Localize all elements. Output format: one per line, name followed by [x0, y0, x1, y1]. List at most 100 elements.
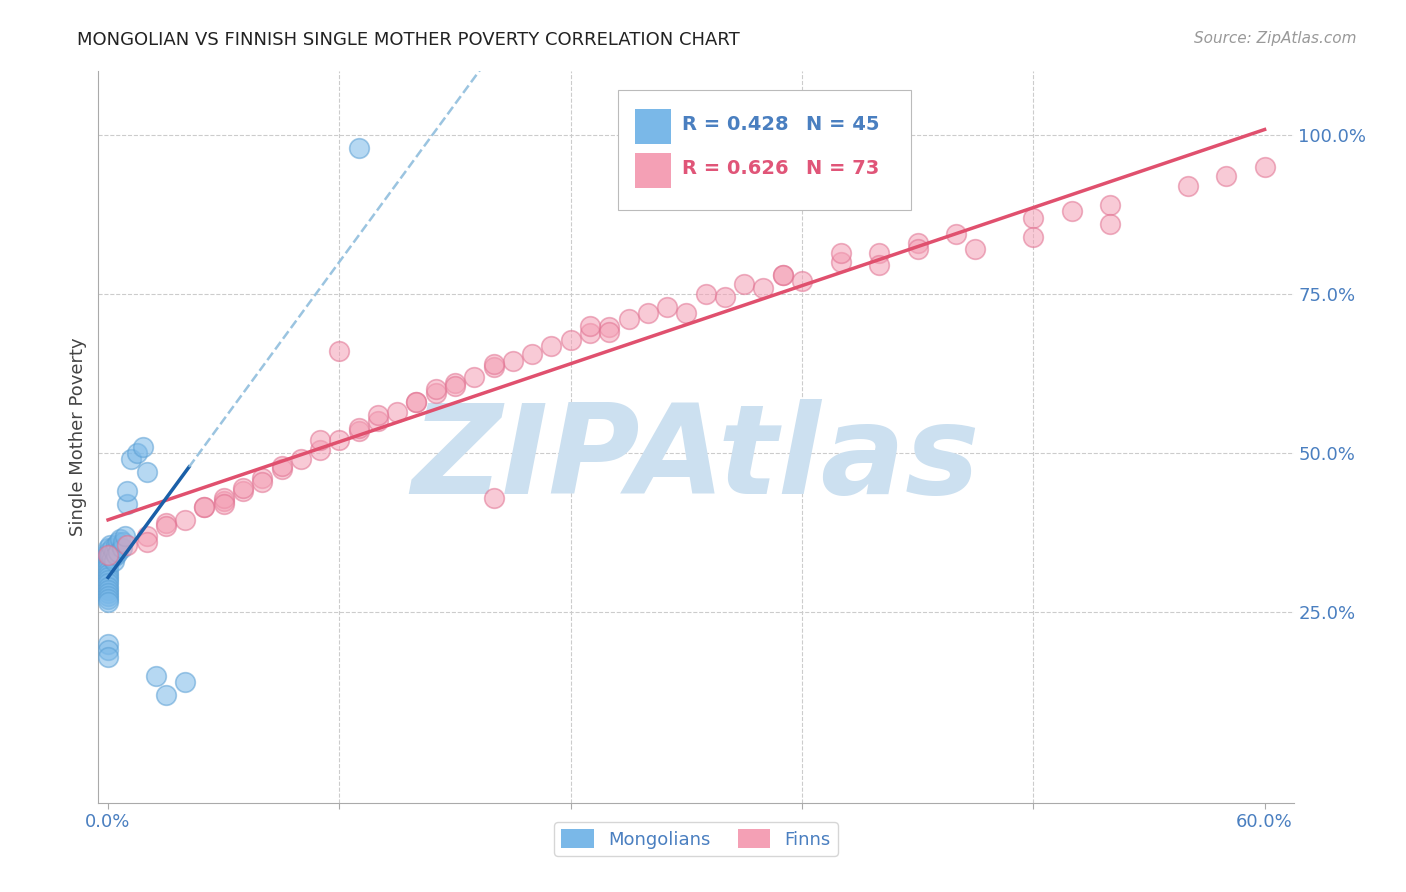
- Text: ZIPAtlas: ZIPAtlas: [412, 399, 980, 519]
- Point: [155, 688, 177, 702]
- Point: [212, 491, 235, 505]
- Point: [444, 379, 467, 393]
- Point: [1022, 229, 1045, 244]
- Point: [135, 535, 157, 549]
- Point: [733, 277, 755, 292]
- Point: [117, 497, 139, 511]
- Point: [617, 312, 640, 326]
- Point: [405, 395, 427, 409]
- Point: [290, 452, 312, 467]
- Point: [117, 538, 139, 552]
- Point: [482, 357, 505, 371]
- Point: [97, 637, 120, 651]
- Point: [1253, 160, 1275, 174]
- Point: [97, 558, 120, 572]
- Point: [502, 353, 524, 368]
- Point: [97, 570, 120, 584]
- FancyBboxPatch shape: [619, 90, 911, 211]
- Point: [97, 592, 120, 607]
- Point: [1099, 198, 1122, 212]
- Point: [1099, 217, 1122, 231]
- Point: [107, 535, 129, 549]
- Point: [598, 325, 620, 339]
- Point: [309, 434, 332, 448]
- Point: [132, 440, 155, 454]
- FancyBboxPatch shape: [636, 110, 671, 144]
- Point: [347, 424, 370, 438]
- Point: [193, 500, 215, 514]
- Point: [97, 582, 120, 597]
- Point: [98, 548, 121, 562]
- Point: [135, 529, 157, 543]
- Point: [540, 339, 562, 353]
- Point: [868, 245, 890, 260]
- Text: N = 45: N = 45: [806, 115, 879, 135]
- Point: [752, 280, 775, 294]
- Point: [425, 383, 447, 397]
- Point: [97, 560, 120, 574]
- Point: [114, 529, 136, 543]
- Point: [965, 243, 987, 257]
- Point: [328, 344, 350, 359]
- Point: [193, 500, 215, 514]
- Point: [309, 442, 332, 457]
- Point: [97, 589, 120, 603]
- Point: [598, 320, 620, 334]
- Point: [579, 318, 602, 333]
- Point: [108, 532, 131, 546]
- Point: [1022, 211, 1045, 225]
- Text: R = 0.428: R = 0.428: [682, 115, 789, 135]
- Point: [97, 564, 120, 578]
- Point: [135, 465, 157, 479]
- Point: [174, 675, 197, 690]
- Point: [482, 491, 505, 505]
- Point: [695, 287, 717, 301]
- Point: [714, 290, 737, 304]
- Point: [405, 395, 427, 409]
- Point: [945, 227, 967, 241]
- Point: [367, 408, 389, 422]
- Point: [110, 541, 132, 556]
- Point: [907, 243, 929, 257]
- Point: [97, 541, 120, 556]
- Point: [97, 566, 120, 581]
- Point: [385, 404, 409, 418]
- Point: [1060, 204, 1083, 219]
- Point: [97, 643, 120, 657]
- Point: [101, 541, 124, 556]
- Point: [655, 300, 678, 314]
- Point: [97, 548, 120, 562]
- Point: [328, 434, 350, 448]
- Text: N = 73: N = 73: [806, 159, 879, 178]
- Text: MONGOLIAN VS FINNISH SINGLE MOTHER POVERTY CORRELATION CHART: MONGOLIAN VS FINNISH SINGLE MOTHER POVER…: [77, 31, 740, 49]
- Point: [772, 268, 794, 282]
- Point: [97, 586, 120, 600]
- Point: [868, 258, 890, 272]
- Point: [425, 385, 447, 400]
- Point: [270, 462, 292, 476]
- Point: [637, 306, 659, 320]
- Point: [101, 550, 124, 565]
- Point: [97, 548, 120, 562]
- Point: [97, 550, 120, 565]
- Point: [98, 538, 121, 552]
- FancyBboxPatch shape: [636, 153, 671, 187]
- Point: [103, 544, 125, 558]
- Y-axis label: Single Mother Poverty: Single Mother Poverty: [69, 338, 87, 536]
- Point: [145, 668, 167, 682]
- Point: [1215, 169, 1237, 184]
- Point: [232, 484, 254, 499]
- Point: [347, 420, 370, 434]
- Point: [1177, 178, 1199, 193]
- Point: [155, 516, 177, 530]
- Point: [579, 326, 602, 341]
- Point: [367, 414, 389, 428]
- Point: [104, 538, 127, 552]
- Point: [463, 369, 485, 384]
- Point: [830, 255, 852, 269]
- Text: R = 0.626: R = 0.626: [682, 159, 789, 178]
- Point: [252, 471, 274, 485]
- Point: [347, 141, 370, 155]
- Point: [232, 481, 254, 495]
- Point: [97, 580, 120, 594]
